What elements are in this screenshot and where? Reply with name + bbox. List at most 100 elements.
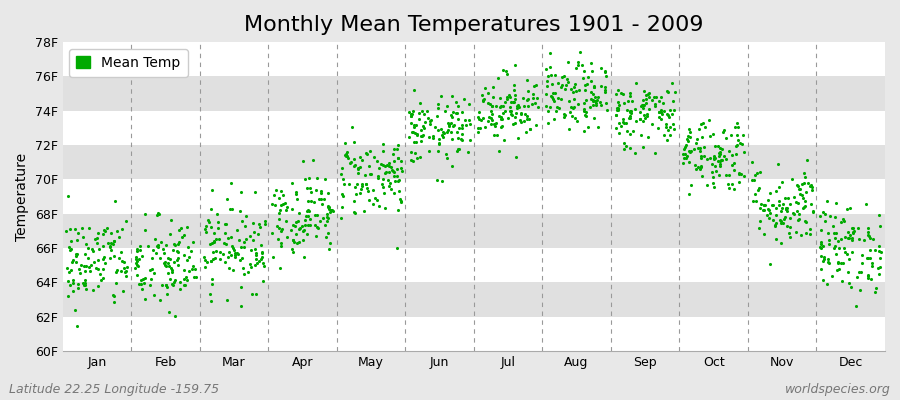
Point — [140, 243, 155, 250]
Point — [757, 202, 771, 208]
Point — [814, 253, 828, 259]
Point — [832, 266, 846, 273]
Point — [608, 112, 623, 118]
Point — [557, 114, 572, 120]
Point — [113, 248, 128, 255]
Point — [416, 132, 430, 138]
Point — [221, 248, 236, 255]
Point — [778, 205, 793, 212]
Point — [797, 218, 812, 224]
Point — [614, 90, 628, 96]
Point — [579, 112, 593, 118]
Point — [790, 217, 805, 224]
Point — [660, 87, 674, 94]
Point — [854, 269, 868, 275]
Point — [567, 84, 581, 90]
Point — [582, 103, 597, 110]
Point — [224, 234, 238, 240]
Point — [492, 94, 507, 101]
Point — [625, 98, 639, 104]
Point — [540, 82, 554, 89]
Point — [779, 208, 794, 214]
Point — [320, 214, 335, 221]
Point — [442, 120, 456, 127]
Point — [869, 285, 884, 291]
Point — [676, 160, 690, 166]
Point — [322, 204, 337, 211]
Point — [586, 98, 600, 104]
Point — [695, 134, 709, 140]
Point — [825, 223, 840, 230]
Point — [707, 154, 722, 161]
Point — [313, 218, 328, 225]
Point — [785, 176, 799, 182]
Point — [130, 258, 145, 264]
Point — [344, 158, 358, 165]
Point — [375, 162, 390, 168]
Point — [842, 234, 856, 241]
Point — [151, 244, 166, 250]
Point — [732, 170, 746, 176]
Point — [409, 139, 423, 145]
Point — [347, 139, 362, 145]
Point — [482, 100, 496, 106]
Point — [164, 217, 178, 224]
Point — [234, 188, 248, 195]
Point — [390, 146, 404, 152]
Point — [572, 49, 587, 56]
Point — [693, 145, 707, 152]
Point — [374, 181, 389, 188]
Point — [165, 269, 179, 276]
Point — [682, 128, 697, 135]
Point — [706, 154, 721, 161]
Point — [861, 225, 876, 232]
Point — [652, 109, 667, 115]
Point — [224, 179, 238, 186]
Point — [338, 152, 353, 159]
Point — [828, 235, 842, 241]
Point — [506, 99, 520, 106]
Point — [309, 233, 323, 239]
Point — [213, 249, 228, 255]
Point — [95, 256, 110, 263]
Point — [859, 201, 873, 207]
Point — [386, 168, 400, 174]
Point — [272, 216, 286, 222]
Point — [652, 98, 666, 104]
Point — [302, 212, 316, 219]
Point — [172, 239, 186, 245]
Point — [407, 122, 421, 128]
Point — [345, 124, 359, 131]
Point — [385, 150, 400, 157]
Point — [95, 243, 110, 250]
Point — [559, 82, 573, 89]
Point — [150, 242, 165, 249]
Point — [403, 149, 418, 156]
Point — [89, 264, 104, 271]
Point — [158, 259, 173, 266]
Point — [627, 150, 642, 156]
Point — [637, 102, 652, 108]
Point — [619, 128, 634, 134]
Point — [154, 239, 168, 246]
Point — [539, 91, 554, 97]
Point — [351, 165, 365, 172]
Point — [822, 260, 836, 266]
Legend: Mean Temp: Mean Temp — [69, 49, 187, 77]
Point — [132, 247, 147, 253]
Point — [369, 197, 383, 204]
Point — [676, 151, 690, 157]
Point — [567, 104, 581, 110]
Point — [610, 105, 625, 111]
Point — [463, 137, 477, 143]
Point — [444, 129, 458, 135]
Point — [108, 198, 122, 204]
Point — [838, 234, 852, 240]
Point — [714, 157, 728, 163]
Point — [473, 117, 488, 124]
Point — [727, 160, 742, 166]
Point — [612, 130, 626, 137]
Point — [508, 92, 522, 98]
Point — [694, 153, 708, 159]
Point — [557, 112, 572, 118]
